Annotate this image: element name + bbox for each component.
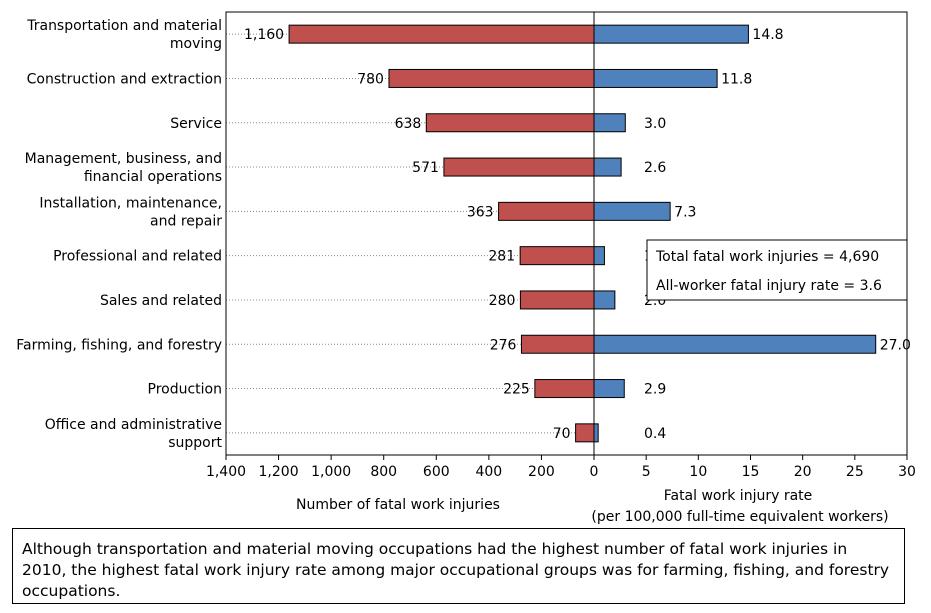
category-label: Installation, maintenance, — [39, 195, 222, 211]
category-label: Professional and related — [53, 249, 222, 265]
injury-rate-bar — [593, 423, 599, 443]
injury-count-bar — [425, 113, 595, 133]
category-label: Office and administrative — [45, 417, 222, 433]
injury-count-label: 1,160 — [244, 27, 284, 43]
right-axis-title-line2: (per 100,000 full-time equivalent worker… — [591, 509, 888, 525]
category-leader-lines — [226, 33, 576, 434]
left-axis-tick-label: 0 — [590, 464, 599, 480]
category-label: and repair — [150, 213, 222, 229]
injury-rate-bar — [593, 334, 877, 354]
right-axis-tick-label: 30 — [898, 464, 916, 480]
right-axis-tick-label: 20 — [794, 464, 812, 480]
right-axis-tick-label: 25 — [846, 464, 864, 480]
caption-box: Although transportation and material mov… — [12, 528, 905, 604]
left-axis-tick-label: 1,200 — [259, 464, 299, 480]
category-label: Management, business, and — [25, 151, 222, 167]
injury-rate-bar — [593, 201, 671, 221]
injury-rate-label: 11.8 — [721, 71, 752, 87]
injury-count-label: 363 — [467, 204, 494, 220]
left-axis-tick-label: 400 — [475, 464, 502, 480]
annotation-all-worker-rate: All-worker fatal injury rate = 3.6 — [656, 278, 882, 294]
injury-rate-bar — [593, 290, 616, 310]
category-label: moving — [170, 36, 222, 52]
butterfly-bar-chart: Transportation and material moving Constru… — [16, 11, 916, 525]
injury-rate-bar — [593, 157, 622, 177]
category-label: Service — [170, 116, 222, 132]
injury-count-bar — [498, 201, 595, 221]
injury-count-bar — [534, 379, 595, 399]
injury-rate-bar — [593, 113, 626, 133]
right-axis-title-line1: Fatal work injury rate — [664, 488, 813, 504]
injury-count-bar — [288, 24, 595, 44]
left-axis-tick-label: 200 — [528, 464, 555, 480]
injury-count-bar — [388, 68, 595, 88]
injury-count-bar — [520, 334, 595, 354]
plot-frame — [225, 11, 908, 456]
left-axis-tick-label: 800 — [370, 464, 397, 480]
injury-rate-bar — [593, 68, 718, 88]
right-axis-tick-label: 10 — [689, 464, 707, 480]
annotation-box-frame — [646, 239, 908, 301]
injury-rate-label: 7.3 — [674, 204, 696, 220]
caption-text: Although transportation and material mov… — [22, 540, 890, 600]
right-axis-tick-label: 5 — [642, 464, 651, 480]
injury-count-label: 280 — [489, 293, 516, 309]
injury-count-bar — [519, 246, 595, 266]
left-axis-title: Number of fatal work injuries — [296, 497, 500, 513]
injury-count-label: 70 — [553, 426, 571, 442]
category-label: financial operations — [84, 169, 222, 185]
injury-count-label: 225 — [503, 382, 530, 398]
injury-count-label: 571 — [412, 160, 439, 176]
category-label: Construction and extraction — [27, 71, 222, 87]
injury-rate-label: 27.0 — [880, 337, 911, 353]
injury-count-label: 276 — [490, 337, 517, 353]
injury-count-label: 638 — [395, 116, 422, 132]
category-label: Transportation and material — [26, 18, 222, 34]
injury-rate-bar — [593, 246, 605, 266]
injury-rate-label: 14.8 — [752, 27, 783, 43]
injury-rate-bar — [593, 379, 625, 399]
axis-ticks: 1,400 1,200 1,000 800 600 400 200 0 5 10 15 20 25 30 — [206, 12, 916, 480]
category-label: Production — [148, 382, 222, 398]
injury-count-bar — [519, 290, 595, 310]
injury-count-label: 780 — [357, 71, 384, 87]
injury-rate-label: 2.6 — [644, 160, 666, 176]
left-axis-tick-label: 1,000 — [311, 464, 351, 480]
category-label: Sales and related — [100, 293, 222, 309]
injury-rate-bar — [593, 24, 749, 44]
injury-rate-label: 2.9 — [644, 382, 666, 398]
injury-count-bar — [575, 423, 595, 443]
category-label: Farming, fishing, and forestry — [16, 337, 222, 353]
injury-count-bar — [443, 157, 595, 177]
category-labels: Transportation and material moving Constru… — [16, 18, 222, 451]
injury-rate-label: 0.4 — [644, 426, 666, 442]
left-axis-tick-label: 1,400 — [206, 464, 246, 480]
injury-count-label: 281 — [488, 249, 515, 265]
annotation-box: Total fatal work injuries = 4,690 All-wo… — [646, 239, 908, 301]
annotation-total-injuries: Total fatal work injuries = 4,690 — [655, 249, 879, 265]
category-label: support — [168, 435, 222, 451]
right-axis-tick-label: 15 — [742, 464, 760, 480]
bars — [288, 24, 877, 443]
left-axis-tick-label: 600 — [423, 464, 450, 480]
injury-rate-label: 3.0 — [644, 116, 666, 132]
